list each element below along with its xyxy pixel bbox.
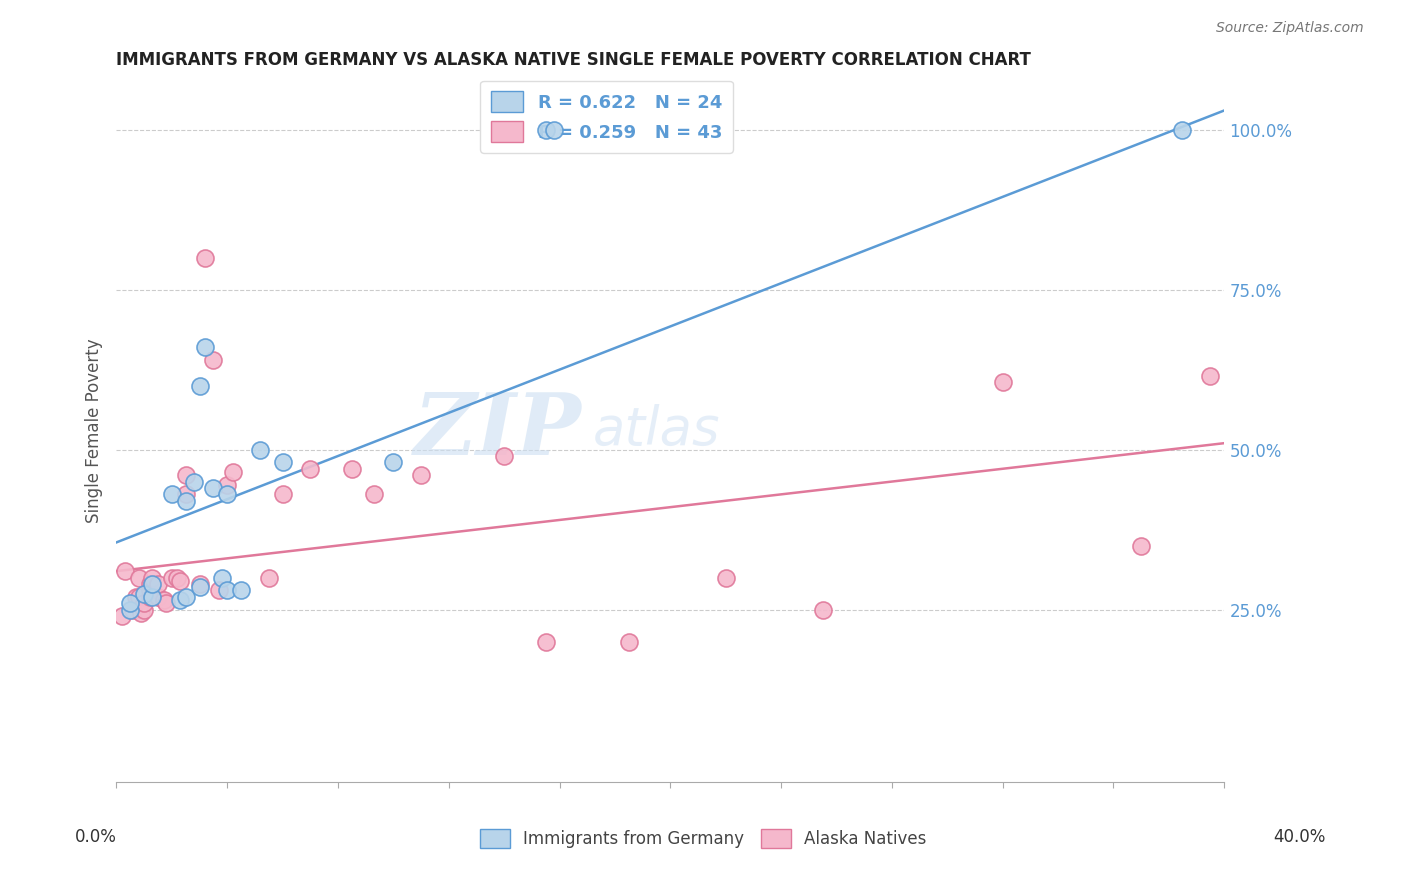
Point (217, 583, 239, 598)
Point (194, 340, 217, 354)
Point (222, 465, 245, 479)
Point (122, 602, 145, 616)
Point (134, 586, 156, 600)
Y-axis label: Single Female Poverty: Single Female Poverty (86, 338, 103, 523)
Point (1199, 369, 1222, 384)
Point (146, 577, 169, 591)
Point (160, 570, 183, 584)
Legend: Immigrants from Germany, Alaska Natives: Immigrants from Germany, Alaska Natives (472, 822, 934, 855)
Point (141, 570, 163, 584)
Point (217, 487, 239, 501)
Point (128, 570, 150, 584)
Text: atlas: atlas (593, 404, 720, 457)
Point (174, 487, 197, 501)
Point (1129, 539, 1152, 553)
Text: IMMIGRANTS FROM GERMANY VS ALASKA NATIVE SINGLE FEMALE POVERTY CORRELATION CHART: IMMIGRANTS FROM GERMANY VS ALASKA NATIVE… (117, 51, 1032, 69)
Point (208, 583, 231, 598)
Point (188, 580, 211, 594)
Point (382, 455, 405, 469)
Point (534, 634, 557, 648)
Point (174, 468, 197, 483)
Point (138, 577, 160, 591)
Point (166, 570, 188, 584)
Point (134, 596, 156, 610)
Point (202, 481, 225, 495)
Legend: R = 0.622   N = 24, R = 0.259   N = 43: R = 0.622 N = 24, R = 0.259 N = 43 (479, 80, 733, 153)
Point (299, 462, 322, 476)
Point (160, 487, 183, 501)
Point (257, 570, 280, 584)
Point (134, 602, 156, 616)
Point (617, 634, 640, 648)
Point (494, 449, 516, 463)
Point (174, 493, 197, 508)
Point (114, 564, 136, 578)
Point (188, 577, 211, 591)
Point (131, 606, 153, 620)
Point (249, 442, 271, 457)
Point (169, 593, 191, 607)
Text: Source: ZipAtlas.com: Source: ZipAtlas.com (1216, 21, 1364, 35)
Point (211, 570, 233, 584)
Point (229, 583, 252, 598)
Point (714, 570, 737, 584)
Point (340, 462, 363, 476)
Point (128, 590, 150, 604)
Point (125, 590, 148, 604)
Point (138, 583, 160, 598)
Point (991, 376, 1014, 390)
Point (271, 455, 294, 469)
Text: 40.0%: 40.0% (1272, 828, 1326, 846)
Point (194, 251, 217, 265)
Point (202, 353, 225, 368)
Point (1171, 122, 1194, 136)
Point (111, 608, 134, 623)
Point (120, 596, 142, 610)
Point (141, 577, 163, 591)
Point (543, 122, 565, 136)
Point (138, 590, 160, 604)
Point (811, 602, 834, 616)
Point (174, 590, 197, 604)
Point (534, 122, 557, 136)
Point (363, 487, 385, 501)
Point (217, 477, 239, 491)
Point (409, 468, 432, 483)
Point (169, 574, 191, 588)
Point (183, 475, 205, 489)
Point (141, 577, 163, 591)
Point (152, 593, 174, 607)
Point (188, 378, 211, 392)
Point (120, 602, 142, 616)
Point (141, 590, 163, 604)
Text: 0.0%: 0.0% (75, 828, 117, 846)
Point (271, 487, 294, 501)
Point (155, 596, 177, 610)
Point (146, 590, 169, 604)
Text: ZIP: ZIP (413, 389, 582, 472)
